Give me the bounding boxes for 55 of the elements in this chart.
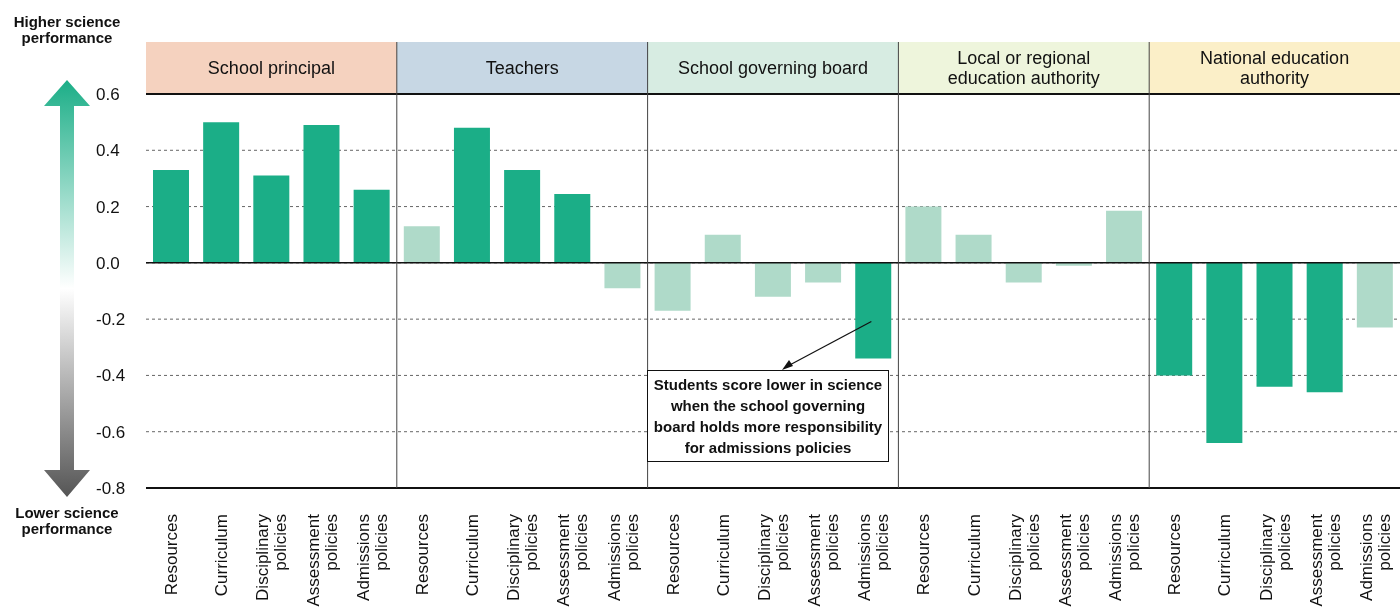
bar (654, 262, 691, 311)
x-tick-label: Curriculum (964, 514, 984, 597)
x-tick-label: Resources (162, 514, 182, 596)
text: Teachers (485, 58, 559, 78)
y-tick-label: 0.0 (96, 253, 120, 273)
bar (855, 262, 892, 359)
x-tick-label: Resources (663, 514, 683, 596)
x-tick-label: Curriculum (713, 514, 733, 597)
bar (353, 189, 390, 263)
annotation: Students score lower in science when the school governing board holds more responsibility for admissions policies (647, 370, 889, 462)
bar (1356, 262, 1393, 328)
bar (604, 262, 641, 289)
bar (504, 169, 541, 263)
bar (1206, 262, 1243, 443)
bar (805, 262, 842, 283)
x-tick-label: Curriculum (1215, 514, 1235, 597)
y-tick-label: -0.8 (96, 479, 126, 499)
x-tick-label: Resources (914, 514, 934, 596)
bar (153, 169, 189, 263)
y-tick-label: -0.2 (96, 310, 126, 330)
bar (1156, 262, 1193, 376)
text: Local or regional education authority (946, 48, 1101, 88)
x-tick-label: Curriculum (463, 514, 483, 597)
y-tick-label: 0.2 (96, 197, 120, 217)
bar (1005, 262, 1042, 283)
bar (1106, 210, 1143, 263)
y-tick-label: -0.4 (96, 366, 126, 386)
bar (303, 124, 340, 263)
bar (905, 206, 942, 263)
bar (453, 127, 490, 263)
x-tick-label: Disciplinary policies (253, 513, 291, 601)
text: Higher science performance (12, 13, 122, 46)
bar (1256, 262, 1293, 387)
x-tick-label: Disciplinary policies (1256, 513, 1294, 601)
text: Lower science performance (14, 504, 120, 537)
bar (203, 122, 240, 263)
y-tick-label: -0.6 (96, 422, 126, 442)
bar (253, 175, 290, 263)
y-tick-label: 0.4 (96, 141, 120, 161)
bar (403, 226, 440, 263)
x-tick-label: Curriculum (212, 514, 232, 597)
x-tick-label: Resources (1165, 514, 1185, 596)
text: School principal (207, 58, 335, 78)
bar (955, 234, 992, 263)
y-tick-label: 0.6 (96, 85, 120, 105)
x-tick-label: Resources (412, 514, 432, 596)
bar (554, 193, 591, 263)
text: School governing board (677, 58, 869, 78)
text: National education authority (1199, 48, 1351, 88)
x-tick-label: Disciplinary policies (504, 513, 542, 601)
bar (704, 234, 741, 263)
bar (754, 262, 791, 297)
bar (1306, 262, 1343, 393)
x-tick-label: Disciplinary policies (755, 513, 792, 601)
x-tick-label: Disciplinary policies (1005, 513, 1043, 601)
